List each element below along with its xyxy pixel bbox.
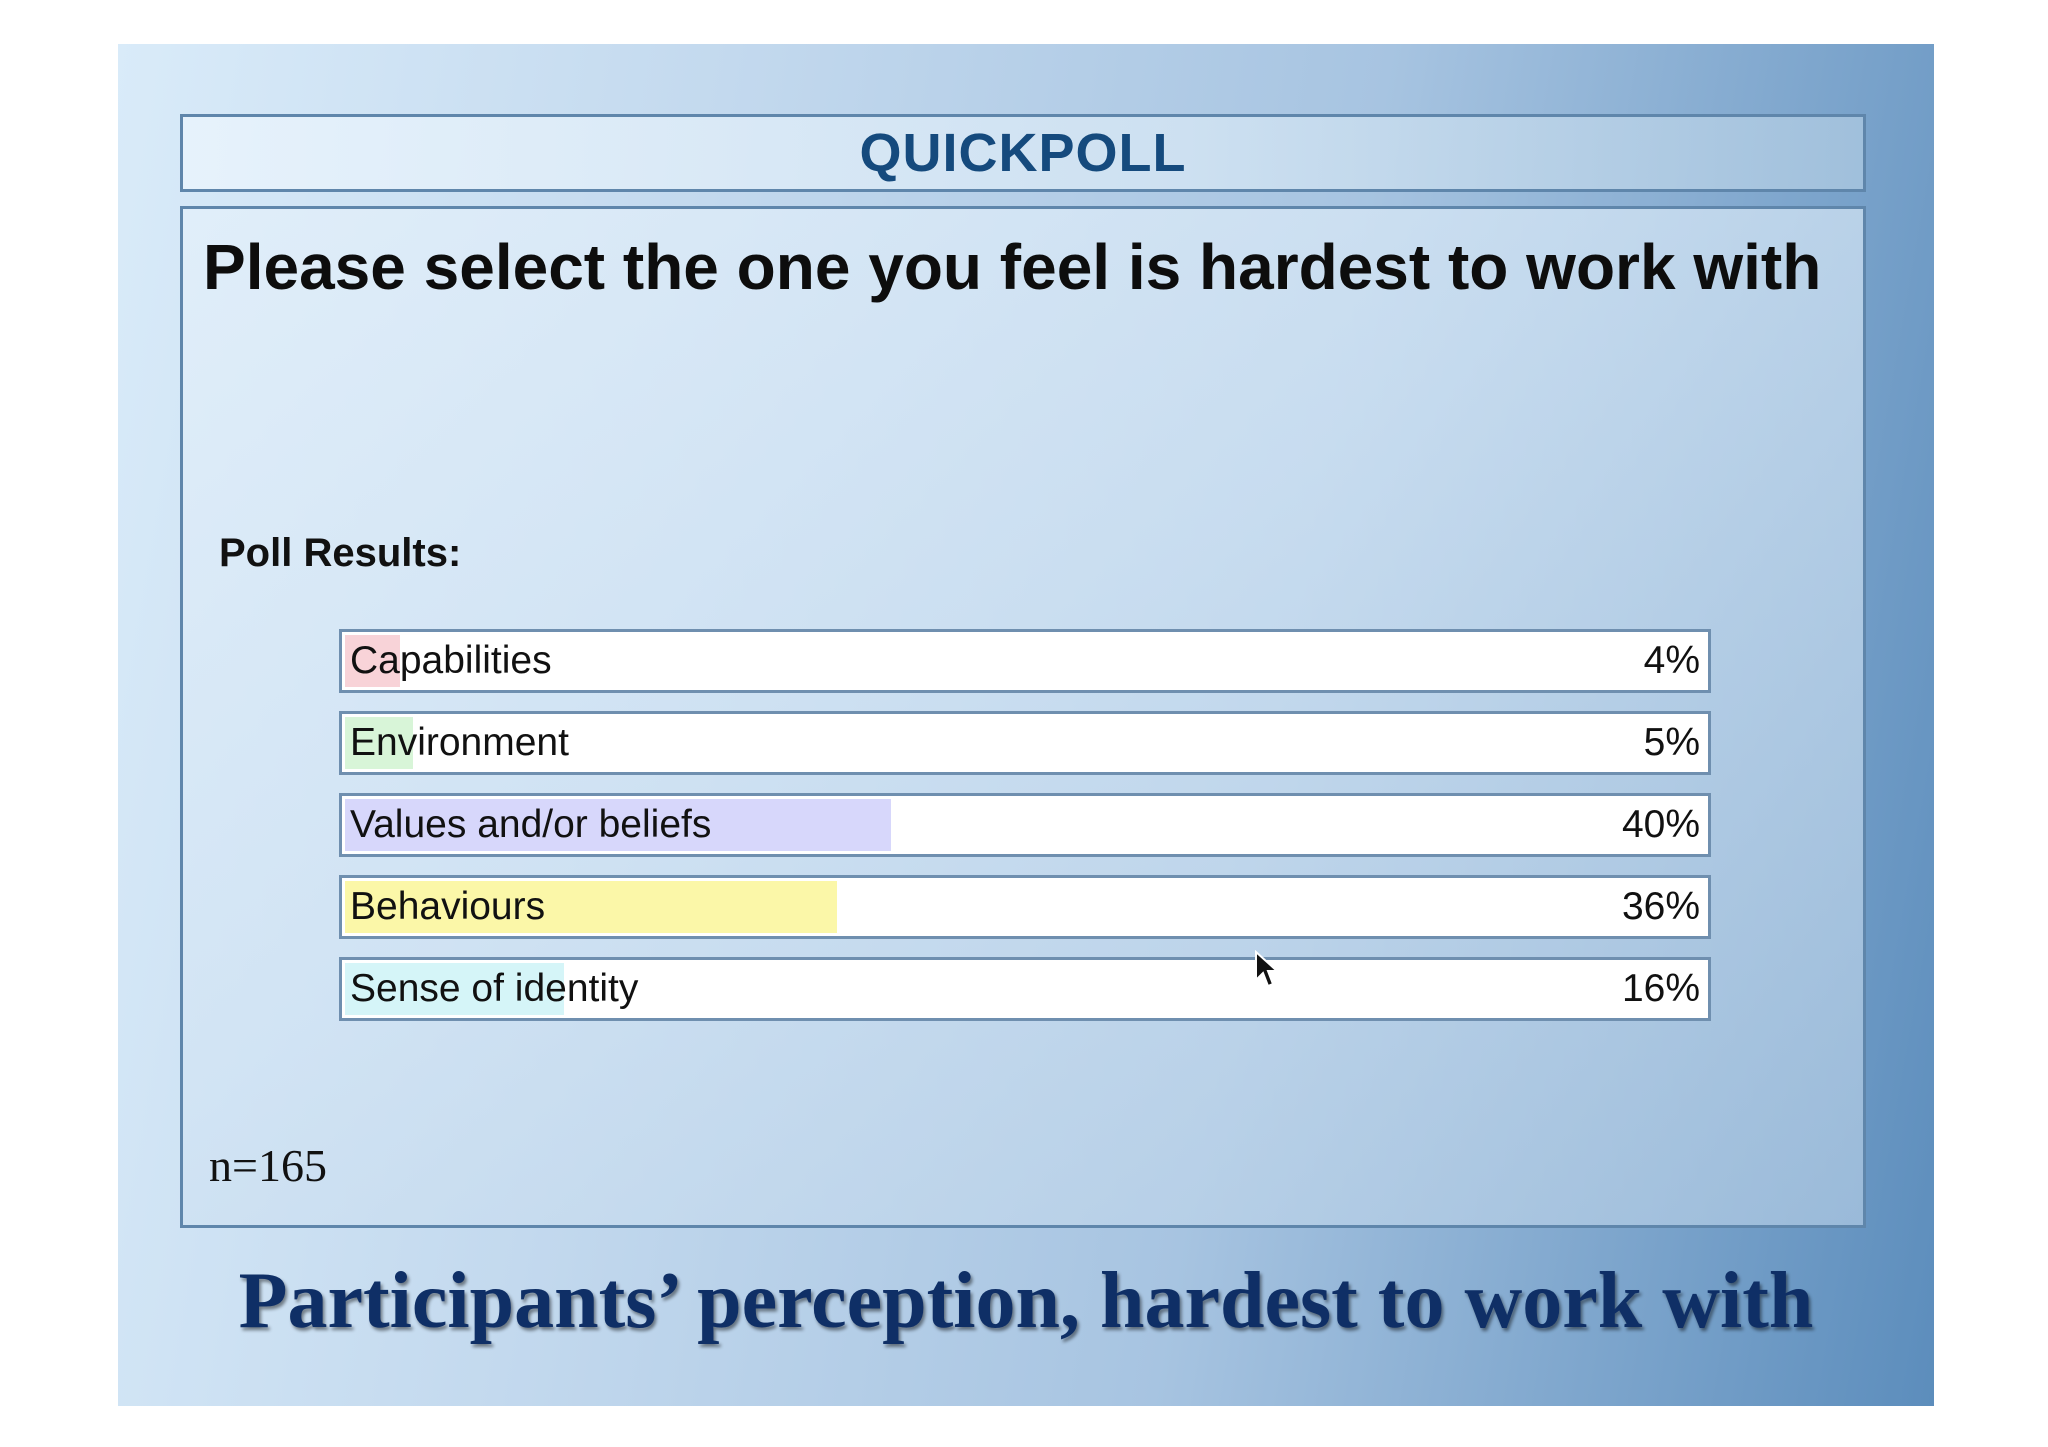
poll-bar-fill: [345, 635, 400, 687]
poll-panel: Please select the one you feel is hardes…: [180, 206, 1866, 1228]
slide-caption: Participants’ perception, hardest to wor…: [238, 1257, 1814, 1345]
poll-option-percent: 40%: [1621, 803, 1700, 846]
poll-option-percent: 5%: [1643, 721, 1700, 764]
poll-option-sense-of-identity: Sense of identity 16%: [339, 957, 1711, 1021]
poll-results-label: Poll Results:: [219, 531, 462, 575]
poll-option-values-beliefs: Values and/or beliefs 40%: [339, 793, 1711, 857]
slide: QUICKPOLL Please select the one you feel…: [118, 44, 1934, 1406]
poll-bar-fill: [345, 881, 837, 933]
quickpoll-title: QUICKPOLL: [859, 123, 1187, 183]
poll-option-label: Values and/or beliefs: [350, 803, 712, 846]
quickpoll-header: QUICKPOLL: [180, 114, 1866, 192]
poll-bar-fill: [345, 799, 891, 851]
poll-bar-fill: [345, 717, 413, 769]
mouse-pointer-icon: [1255, 950, 1280, 988]
poll-option-percent: 36%: [1621, 885, 1700, 928]
sample-size: n=165: [209, 1140, 327, 1191]
poll-option-environment: Environment 5%: [339, 711, 1711, 775]
poll-results-list: Capabilities 4% Environment 5% Values an…: [339, 629, 1711, 1039]
poll-question: Please select the one you feel is hardes…: [203, 231, 1822, 303]
poll-bar-fill: [345, 963, 564, 1015]
poll-option-percent: 4%: [1643, 639, 1700, 682]
poll-option-label: Sense of identity: [350, 967, 639, 1010]
poll-option-percent: 16%: [1621, 967, 1700, 1010]
poll-option-label: Environment: [350, 721, 569, 764]
poll-option-label: Behaviours: [350, 885, 546, 928]
poll-option-behaviours: Behaviours 36%: [339, 875, 1711, 939]
poll-option-label: Capabilities: [350, 639, 552, 682]
poll-option-capabilities: Capabilities 4%: [339, 629, 1711, 693]
